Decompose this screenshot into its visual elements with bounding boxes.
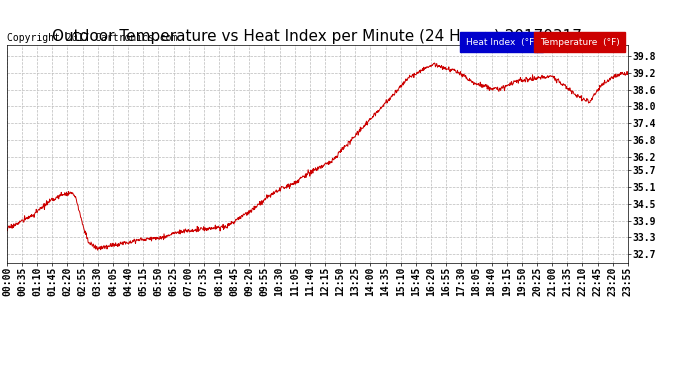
Text: Copyright 2017 Cartronics.com: Copyright 2017 Cartronics.com	[7, 33, 177, 43]
Title: Outdoor Temperature vs Heat Index per Minute (24 Hours) 20170317: Outdoor Temperature vs Heat Index per Mi…	[52, 29, 582, 44]
Legend: Heat Index  (°F), Temperature  (°F): Heat Index (°F), Temperature (°F)	[462, 34, 623, 51]
